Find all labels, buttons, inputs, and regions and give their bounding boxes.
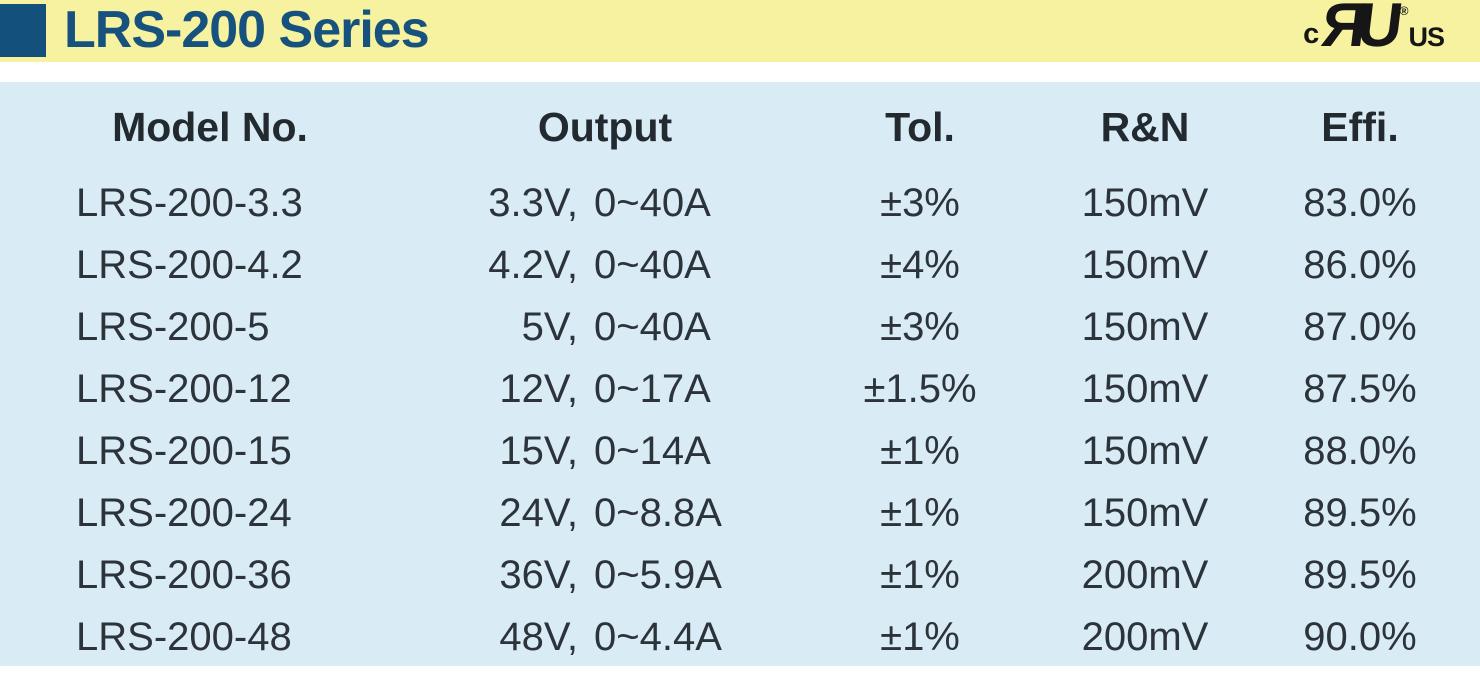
cell-ripple-noise: 150mV [1081, 490, 1209, 535]
column-header-output: Output [537, 103, 673, 150]
output-voltage: 15V, [499, 428, 578, 473]
ul-us-label: US [1408, 21, 1445, 52]
cell-output: 12V, 0~17A [420, 367, 790, 412]
cell-efficiency: 83.0% [1303, 180, 1417, 225]
cell-output: 5V, 0~40A [420, 305, 790, 350]
output-voltage: 24V, [499, 490, 578, 535]
output-current-range: 0~40A [594, 242, 711, 287]
cell-output: 15V, 0~14A [420, 429, 790, 474]
table-row: LRS-200-3.3 3.3V, 0~40A ±3% 150mV 83.0% [0, 172, 1480, 234]
cell-ripple-noise: 200mV [1081, 614, 1209, 659]
cell-ripple-noise: 150mV [1081, 180, 1209, 225]
cell-model-no: LRS-200-24 [76, 490, 292, 535]
table-row: LRS-200-5 5V, 0~40A ±3% 150mV 87.0% [0, 296, 1480, 358]
cell-tolerance: ±3% [880, 180, 960, 225]
cell-model-no: LRS-200-12 [76, 366, 292, 411]
cell-efficiency: 90.0% [1303, 614, 1417, 659]
output-current-range: 0~17A [594, 366, 711, 411]
output-voltage: 12V, [499, 366, 578, 411]
table-row: LRS-200-24 24V, 0~8.8A ±1% 150mV 89.5% [0, 482, 1480, 544]
table-row: LRS-200-12 12V, 0~17A ±1.5% 150mV 87.5% [0, 358, 1480, 420]
column-header-model: Model No. [112, 103, 308, 150]
column-header-tolerance: Tol. [885, 103, 955, 150]
title-accent-square [0, 4, 46, 57]
output-voltage: 5V, [521, 304, 578, 349]
ul-certification-logo: c ЯU ® US [1303, 0, 1445, 60]
table-row: LRS-200-36 36V, 0~5.9A ±1% 200mV 89.5% [0, 544, 1480, 606]
cell-efficiency: 89.5% [1303, 490, 1417, 535]
cell-tolerance: ±1.5% [863, 366, 977, 411]
cell-tolerance: ±3% [880, 304, 960, 349]
cell-tolerance: ±1% [880, 428, 960, 473]
output-voltage: 4.2V, [488, 242, 578, 287]
cell-efficiency: 89.5% [1303, 552, 1417, 597]
cell-model-no: LRS-200-15 [76, 428, 292, 473]
output-current-range: 0~40A [594, 304, 711, 349]
cell-model-no: LRS-200-36 [76, 552, 292, 597]
cell-efficiency: 88.0% [1303, 428, 1417, 473]
output-current-range: 0~4.4A [594, 614, 722, 659]
column-header-ripple-noise: R&N [1100, 103, 1190, 150]
cell-model-no: LRS-200-5 [76, 304, 270, 349]
table-row: LRS-200-15 15V, 0~14A ±1% 150mV 88.0% [0, 420, 1480, 482]
cell-efficiency: 87.0% [1303, 304, 1417, 349]
table-row: LRS-200-4.2 4.2V, 0~40A ±4% 150mV 86.0% [0, 234, 1480, 296]
cell-output: 36V, 0~5.9A [420, 553, 790, 598]
cell-output: 48V, 0~4.4A [420, 615, 790, 660]
cell-model-no: LRS-200-3.3 [76, 180, 303, 225]
cell-efficiency: 87.5% [1303, 366, 1417, 411]
cell-ripple-noise: 150mV [1081, 366, 1209, 411]
table-header-row: Model No. Output Tol. R&N Effi. [0, 82, 1480, 172]
cell-ripple-noise: 150mV [1081, 242, 1209, 287]
cell-tolerance: ±1% [880, 614, 960, 659]
output-current-range: 0~40A [594, 180, 711, 225]
cell-tolerance: ±4% [880, 242, 960, 287]
output-current-range: 0~8.8A [594, 490, 722, 535]
bottom-margin-strip [0, 666, 1480, 674]
cell-output: 3.3V, 0~40A [420, 181, 790, 226]
cell-ripple-noise: 150mV [1081, 304, 1209, 349]
table-body: LRS-200-3.3 3.3V, 0~40A ±3% 150mV 83.0% L… [0, 172, 1480, 668]
output-current-range: 0~14A [594, 428, 711, 473]
output-voltage: 3.3V, [488, 180, 578, 225]
output-current-range: 0~5.9A [594, 552, 722, 597]
column-header-efficiency: Effi. [1321, 103, 1399, 150]
ul-canada-c-label: c [1303, 17, 1320, 50]
divider-strip [0, 62, 1480, 82]
cell-tolerance: ±1% [880, 490, 960, 535]
page-title: LRS-200 Series [64, 1, 430, 59]
output-voltage: 36V, [499, 552, 578, 597]
cell-ripple-noise: 200mV [1081, 552, 1209, 597]
spec-sheet: Model No. Output Tol. R&N Effi. LRS-200-… [0, 82, 1480, 666]
cell-ripple-noise: 150mV [1081, 428, 1209, 473]
cell-output: 24V, 0~8.8A [420, 491, 790, 536]
title-banner: LRS-200 Series c ЯU ® US [0, 0, 1480, 62]
output-voltage: 48V, [499, 614, 578, 659]
ul-recognized-mark-icon: ЯU [1318, 0, 1398, 60]
cell-output: 4.2V, 0~40A [420, 243, 790, 288]
cell-efficiency: 86.0% [1303, 242, 1417, 287]
cell-tolerance: ±1% [880, 552, 960, 597]
cell-model-no: LRS-200-4.2 [76, 242, 303, 287]
table-row: LRS-200-48 48V, 0~4.4A ±1% 200mV 90.0% [0, 606, 1480, 668]
registered-trademark-symbol: ® [1399, 4, 1409, 18]
cell-model-no: LRS-200-48 [76, 614, 292, 659]
